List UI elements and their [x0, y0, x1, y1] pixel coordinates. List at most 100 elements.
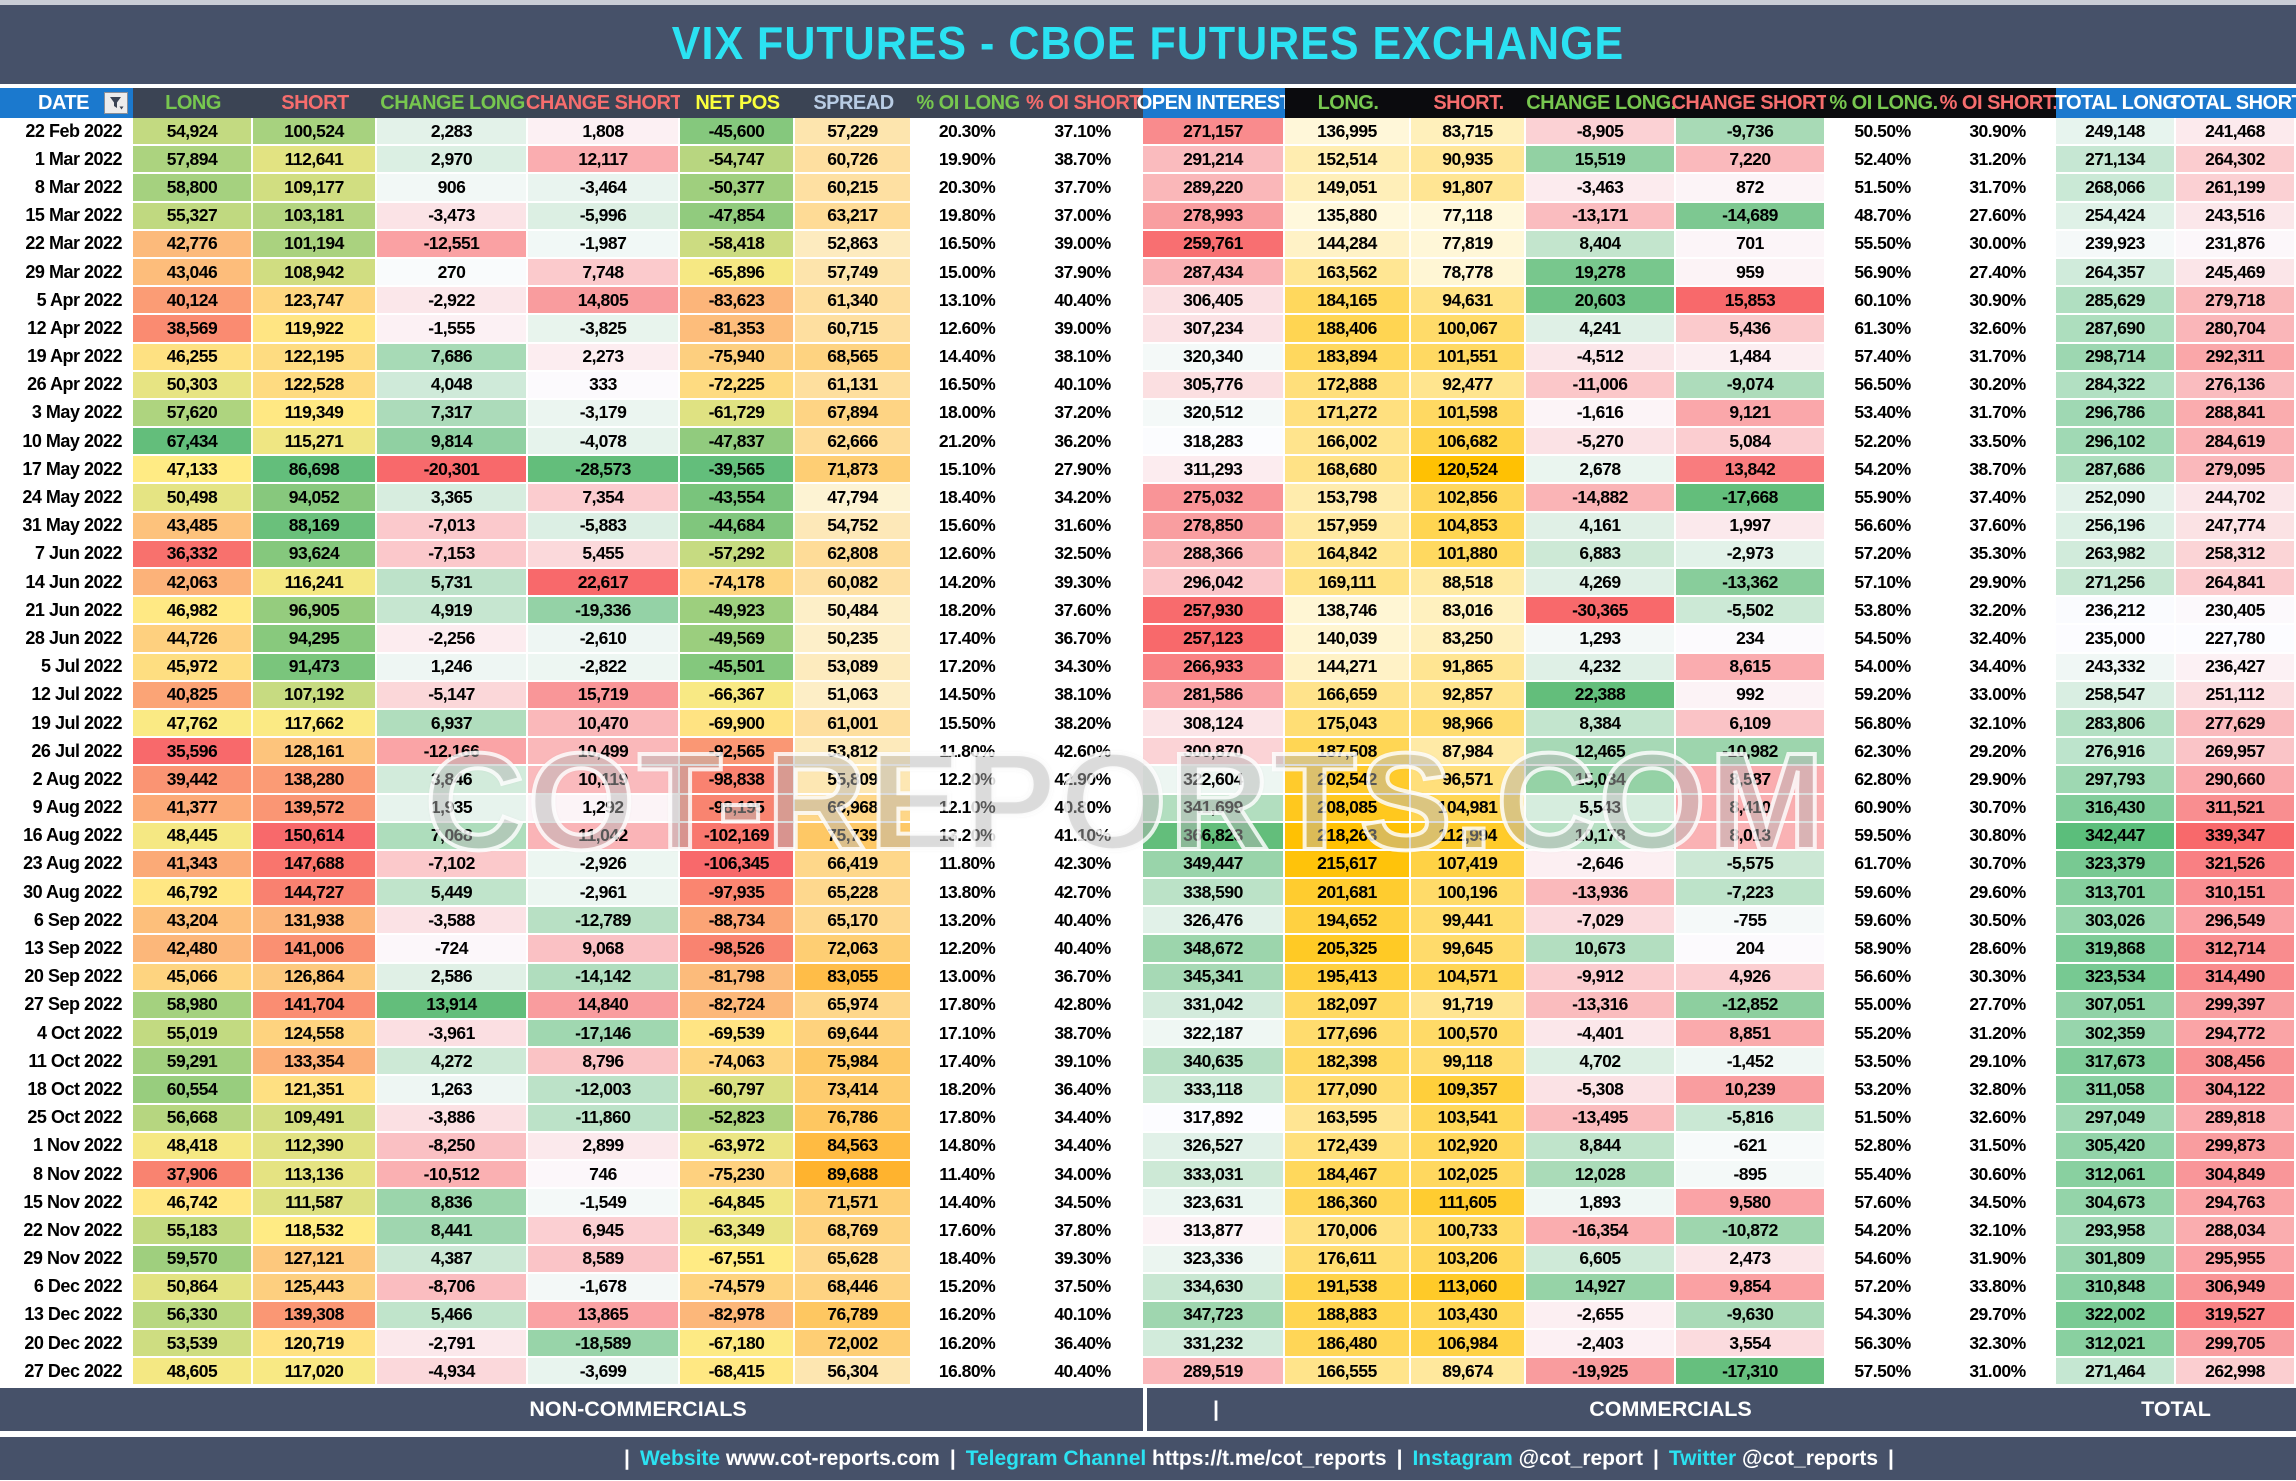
column-header-net-pos: NET POS — [680, 88, 795, 118]
cell-tot-long: 258,547 — [2056, 681, 2176, 710]
cell-spread: 68,769 — [795, 1217, 912, 1246]
cell-c-pct-oi-short: 37.60% — [1941, 512, 2056, 541]
cell-tot-long: 263,982 — [2056, 540, 2176, 569]
cell-spread: 56,304 — [795, 1358, 912, 1387]
cell-net-pos: -58,418 — [680, 230, 795, 259]
cell-c-pct-oi-long: 57.20% — [1826, 1273, 1941, 1302]
cell-c-long: 182,398 — [1285, 1048, 1411, 1077]
cell-net-pos: -98,526 — [680, 935, 795, 964]
cell-c-chg-short: 5,084 — [1676, 428, 1826, 457]
cell-chg-long: 2,970 — [377, 146, 528, 175]
cell-date: 13 Sep 2022 — [0, 935, 133, 964]
cell-c-pct-oi-long: 62.30% — [1826, 738, 1941, 767]
table-row: 27 Dec 2022 48,605 117,020 -4,934 -3,699 -68,… — [0, 1358, 2296, 1387]
cell-pct-oi-short: 40.40% — [1024, 287, 1143, 316]
cell-oi: 296,042 — [1143, 569, 1285, 598]
table-row: 20 Sep 2022 45,066 126,864 2,586 -14,142 -81,… — [0, 963, 2296, 992]
cell-c-pct-oi-long: 55.00% — [1826, 991, 1941, 1020]
cell-c-pct-oi-long: 57.40% — [1826, 343, 1941, 372]
cell-tot-long: 319,868 — [2056, 935, 2176, 964]
cell-tot-long: 287,686 — [2056, 456, 2176, 485]
cell-pct-oi-short: 38.10% — [1024, 681, 1143, 710]
twitter-link[interactable]: @cot_reports — [1742, 1446, 1879, 1470]
cell-net-pos: -60,797 — [680, 1076, 795, 1105]
cell-spread: 61,001 — [795, 709, 912, 739]
cell-c-long: 144,271 — [1285, 653, 1411, 682]
cell-tot-long: 323,534 — [2056, 963, 2176, 992]
cell-tot-short: 304,849 — [2176, 1160, 2296, 1190]
cell-pct-oi-long: 14.40% — [912, 1189, 1024, 1218]
cell-tot-long: 236,212 — [2056, 597, 2176, 626]
table-row: 29 Nov 2022 59,570 127,121 4,387 8,589 -67,55… — [0, 1245, 2296, 1274]
cell-c-pct-oi-long: 48.70% — [1826, 202, 1941, 231]
cell-date: 18 Oct 2022 — [0, 1076, 133, 1105]
filter-icon[interactable] — [104, 92, 128, 114]
cell-pct-oi-short: 38.20% — [1024, 709, 1143, 739]
cell-chg-short: 6,945 — [528, 1217, 680, 1246]
cell-long: 59,570 — [133, 1245, 253, 1274]
cell-date: 7 Jun 2022 — [0, 540, 133, 569]
cell-pct-oi-long: 16.50% — [912, 371, 1024, 400]
cell-c-long: 208,085 — [1285, 794, 1411, 823]
cell-c-chg-short: 8,615 — [1676, 653, 1826, 682]
cell-oi: 318,283 — [1143, 428, 1285, 457]
cell-pct-oi-long: 17.60% — [912, 1217, 1024, 1246]
cell-c-pct-oi-long: 56.80% — [1826, 709, 1941, 739]
cell-c-short: 77,118 — [1411, 202, 1526, 231]
cell-pct-oi-short: 36.20% — [1024, 428, 1143, 457]
cell-spread: 68,565 — [795, 343, 912, 372]
cell-c-pct-oi-short: 32.40% — [1941, 625, 2056, 654]
cell-c-pct-oi-short: 30.70% — [1941, 794, 2056, 823]
cell-oi: 308,124 — [1143, 709, 1285, 739]
cell-tot-long: 323,379 — [2056, 850, 2176, 880]
cell-oi: 257,123 — [1143, 625, 1285, 654]
cell-date: 1 Nov 2022 — [0, 1132, 133, 1161]
cell-spread: 66,419 — [795, 850, 912, 880]
cell-chg-long: 7,686 — [377, 343, 528, 372]
cell-c-short: 100,067 — [1411, 315, 1526, 344]
cell-pct-oi-short: 39.30% — [1024, 569, 1143, 598]
cell-chg-long: 4,048 — [377, 371, 528, 400]
cell-c-long: 175,043 — [1285, 709, 1411, 739]
cell-pct-oi-short: 38.10% — [1024, 343, 1143, 372]
column-header-label: CHANGE SHORT — [525, 91, 683, 114]
instagram-link[interactable]: @cot_report — [1518, 1446, 1644, 1470]
cell-c-pct-oi-short: 27.60% — [1941, 202, 2056, 231]
cell-tot-short: 321,526 — [2176, 850, 2296, 880]
cell-net-pos: -75,940 — [680, 343, 795, 372]
cell-short: 122,195 — [253, 343, 377, 372]
cell-short: 93,624 — [253, 540, 377, 569]
cell-c-pct-oi-long: 56.30% — [1826, 1330, 1941, 1359]
cell-chg-short: -2,926 — [528, 850, 680, 880]
cell-pct-oi-long: 18.40% — [912, 1245, 1024, 1274]
column-header-label: LONG. — [1317, 91, 1379, 114]
cell-tot-short: 288,034 — [2176, 1217, 2296, 1246]
cell-c-short: 99,118 — [1411, 1048, 1526, 1077]
cell-pct-oi-short: 37.50% — [1024, 1273, 1143, 1302]
footer-label-commercials: COMMERCIALS — [1589, 1397, 1752, 1422]
cell-pct-oi-short: 42.70% — [1024, 879, 1143, 908]
cell-short: 101,194 — [253, 230, 377, 259]
cell-c-chg-short: 8,013 — [1676, 822, 1826, 851]
column-header-label: SHORT. — [1433, 91, 1504, 114]
cell-chg-long: 4,919 — [377, 597, 528, 626]
website-link[interactable]: www.cot-reports.com — [725, 1446, 940, 1470]
cell-chg-long: 7,068 — [377, 822, 528, 851]
cell-short: 126,864 — [253, 963, 377, 992]
cell-tot-long: 298,714 — [2056, 343, 2176, 372]
cell-c-pct-oi-short: 37.40% — [1941, 484, 2056, 513]
cell-short: 144,727 — [253, 879, 377, 908]
cell-tot-short: 247,774 — [2176, 512, 2296, 541]
cell-oi: 278,850 — [1143, 512, 1285, 541]
cell-short: 116,241 — [253, 569, 377, 598]
telegram-link[interactable]: https://t.me/cot_reports — [1152, 1446, 1387, 1470]
cell-c-chg-long: -4,512 — [1526, 343, 1676, 372]
cell-oi: 306,405 — [1143, 287, 1285, 316]
cell-c-long: 138,746 — [1285, 597, 1411, 626]
cell-pct-oi-short: 36.40% — [1024, 1330, 1143, 1359]
cell-tot-short: 288,841 — [2176, 399, 2296, 429]
table-row: 8 Mar 2022 58,800 109,177 906 -3,464 -50,377 6… — [0, 174, 2296, 203]
cell-net-pos: -82,724 — [680, 991, 795, 1020]
cell-pct-oi-long: 21.20% — [912, 428, 1024, 457]
cell-short: 131,938 — [253, 907, 377, 936]
